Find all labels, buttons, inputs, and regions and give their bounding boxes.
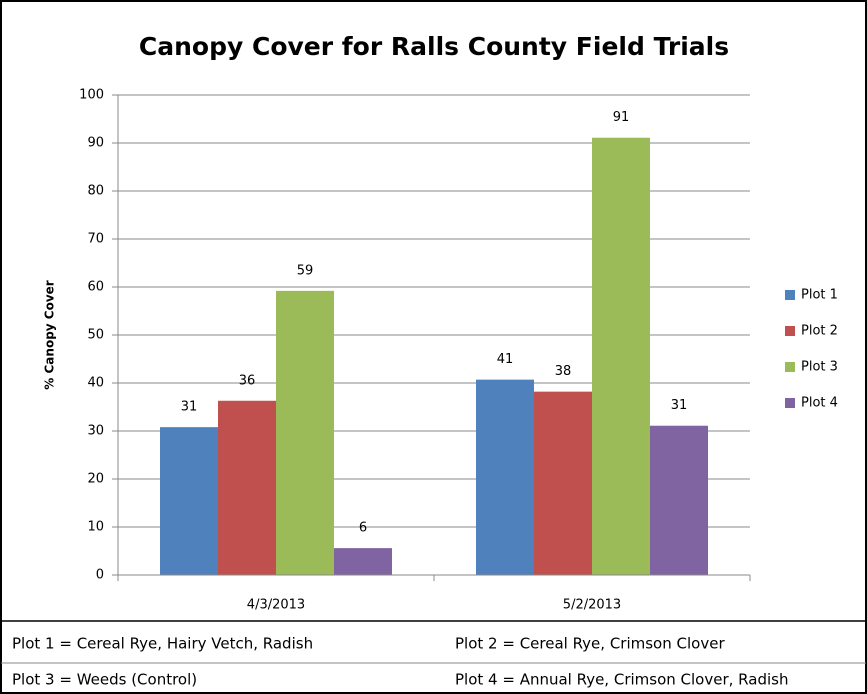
data-label: 41 [497,352,514,367]
legend-label: Plot 3 [801,360,838,375]
legend-swatch [785,326,795,336]
bar [650,425,708,575]
y-tick-label: 10 [87,520,104,535]
legend-swatch [785,362,795,372]
bar [534,391,592,575]
y-tick-label: 100 [79,88,104,103]
legend-swatch [785,290,795,300]
y-tick-label: 50 [87,328,104,343]
x-tick-label: 5/2/2013 [563,598,621,613]
bar [160,427,218,575]
note: Plot 2 = Cereal Rye, Crimson Clover [455,635,725,653]
y-axis-label: % Canopy Cover [43,280,57,389]
data-label: 38 [555,364,572,379]
y-tick-label: 20 [87,472,104,487]
data-label: 59 [297,263,314,278]
y-tick-label: 90 [87,136,104,151]
y-tick-label: 40 [87,376,104,391]
data-label: 31 [671,398,688,413]
y-tick-label: 60 [87,280,104,295]
bar [592,137,650,575]
bar [334,548,392,575]
legend-swatch [785,398,795,408]
note: Plot 3 = Weeds (Control) [12,671,197,689]
data-label: 91 [613,110,630,125]
chart-title: Canopy Cover for Ralls County Field Tria… [139,32,729,61]
y-tick-label: 30 [87,424,104,439]
legend-label: Plot 4 [801,396,838,411]
bar [476,379,534,575]
data-label: 31 [181,400,198,415]
legend-label: Plot 2 [801,324,838,339]
data-label: 36 [239,373,256,388]
note: Plot 4 = Annual Rye, Crimson Clover, Rad… [455,671,788,689]
y-tick-label: 80 [87,184,104,199]
bar [276,290,334,575]
bar [218,400,276,575]
x-tick-label: 4/3/2013 [247,598,305,613]
y-tick-label: 0 [96,568,104,583]
legend-label: Plot 1 [801,288,838,303]
y-tick-label: 70 [87,232,104,247]
note: Plot 1 = Cereal Rye, Hairy Vetch, Radish [12,635,313,653]
data-label: 6 [359,521,367,536]
